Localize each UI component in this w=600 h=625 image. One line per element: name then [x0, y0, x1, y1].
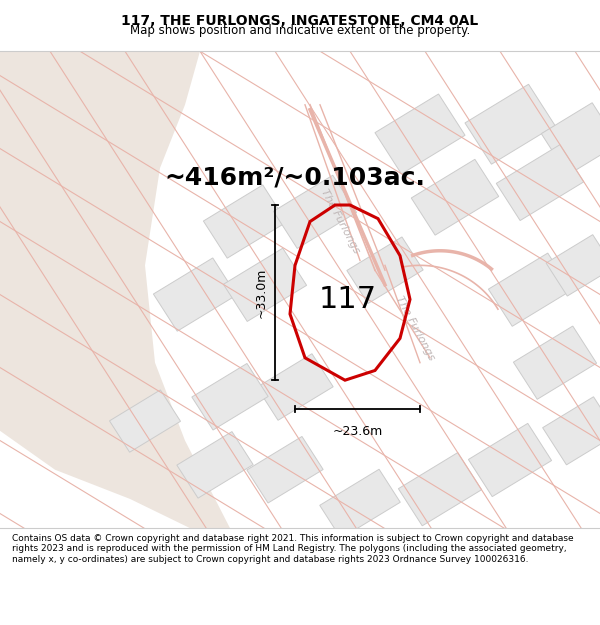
Text: ~33.0m: ~33.0m [254, 268, 268, 318]
Polygon shape [375, 94, 465, 174]
Polygon shape [0, 51, 230, 528]
Text: ~23.6m: ~23.6m [332, 425, 383, 438]
Polygon shape [546, 234, 600, 296]
Polygon shape [257, 354, 333, 420]
Text: ~416m²/~0.103ac.: ~416m²/~0.103ac. [164, 166, 425, 190]
Text: Map shows position and indicative extent of the property.: Map shows position and indicative extent… [130, 24, 470, 37]
Polygon shape [247, 436, 323, 503]
Text: Contains OS data © Crown copyright and database right 2021. This information is : Contains OS data © Crown copyright and d… [12, 534, 574, 564]
Text: The Furlongs: The Furlongs [394, 295, 436, 362]
Polygon shape [488, 253, 572, 326]
Polygon shape [542, 397, 600, 465]
Polygon shape [320, 469, 400, 538]
Polygon shape [465, 84, 555, 164]
Polygon shape [514, 326, 596, 399]
Polygon shape [274, 175, 356, 249]
Polygon shape [347, 237, 423, 304]
Polygon shape [109, 390, 181, 452]
Polygon shape [398, 452, 482, 526]
Polygon shape [154, 258, 236, 331]
Polygon shape [192, 364, 268, 430]
Polygon shape [496, 145, 584, 221]
Polygon shape [203, 185, 287, 258]
Polygon shape [469, 423, 551, 497]
Polygon shape [541, 102, 600, 175]
Text: 117, THE FURLONGS, INGATESTONE, CM4 0AL: 117, THE FURLONGS, INGATESTONE, CM4 0AL [121, 14, 479, 28]
Polygon shape [223, 248, 307, 321]
Polygon shape [411, 159, 499, 235]
Polygon shape [177, 432, 253, 498]
Text: The Furlongs: The Furlongs [319, 188, 361, 256]
Text: 117: 117 [319, 285, 377, 314]
